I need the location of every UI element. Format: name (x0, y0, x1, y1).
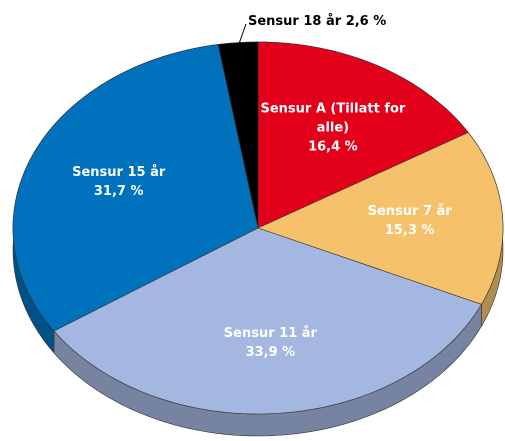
slice (257, 41, 469, 229)
leader-line (237, 23, 247, 47)
slice-value: 16,4 % (308, 139, 358, 155)
slice-value: 2,6 % (345, 14, 387, 29)
slice-name: Sensur 7 år (367, 204, 452, 220)
slice-label: Sensur 7 år 15,3 % (335, 202, 485, 240)
slice-label: Sensur 15 år 31,7 % (44, 163, 194, 201)
slice (53, 227, 482, 415)
slice-name: Sensur 18 år (247, 14, 342, 29)
slice (257, 132, 504, 305)
slice-name: Sensur 15 år (72, 164, 166, 180)
slice-name: Sensur A (Tillatt for alle) (260, 101, 406, 136)
slice-value: 31,7 % (93, 183, 144, 199)
slice (12, 44, 259, 332)
slice-value: 15,3 % (384, 223, 435, 239)
slice-name: Sensur 11 år (223, 325, 317, 341)
slice-label: Sensur A (Tillatt for alle) 16,4 % (258, 99, 408, 156)
slice-label: Sensur 11 år 33,9 % (195, 324, 345, 362)
slice (217, 41, 259, 229)
slice-label: Sensur 18 år 2,6 % (248, 14, 386, 29)
slice-value: 33,9 % (245, 344, 296, 360)
